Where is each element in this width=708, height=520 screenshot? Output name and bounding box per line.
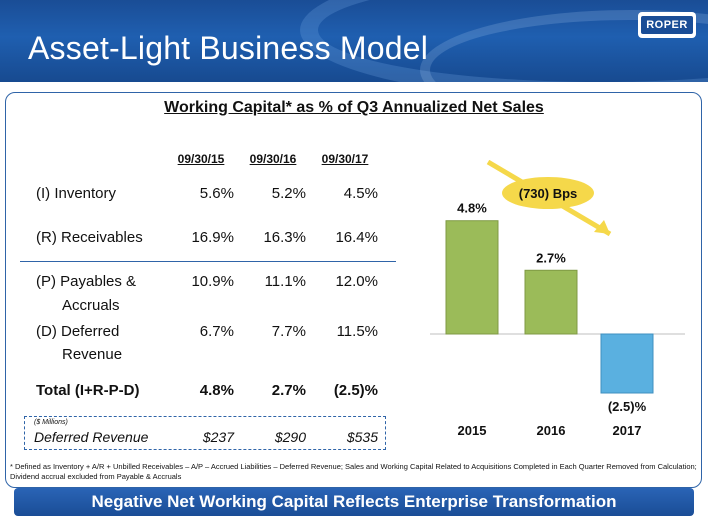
row-label-deferred: (D) Deferred [36, 323, 120, 340]
table-cell: 11.1% [264, 273, 306, 290]
table-cell: 5.2% [271, 185, 306, 202]
table-cell-total: 4.8% [199, 382, 234, 399]
table-title: Working Capital* as % of Q3 Annualized N… [164, 99, 544, 116]
millions-note: ($ Millions) [34, 419, 68, 426]
table-divider [20, 261, 396, 262]
footnote: * Defined as Inventory + A/R + Unbilled … [10, 462, 697, 481]
table-cell: 5.6% [199, 185, 234, 202]
content-panel [5, 92, 702, 488]
working-capital-bar-chart: 4.8% 2015 2.7% 2016 (2.5)% 2017 (730) Bps [430, 160, 685, 438]
header-banner: Asset-Light Business Model ROPER [0, 0, 708, 82]
table-cell: 16.9% [191, 229, 234, 246]
column-header: 09/30/17 [321, 152, 369, 166]
category-label: 2017 [613, 423, 642, 438]
row-label-receivables: (R) Receivables [36, 229, 143, 246]
bps-bubble [502, 177, 594, 209]
row-label-deferred-cont: Revenue [62, 346, 123, 363]
category-label: 2015 [458, 423, 487, 438]
column-header: 09/30/16 [249, 152, 297, 166]
deferred-revenue-label: Deferred Revenue [34, 429, 149, 445]
footer-text: Negative Net Working Capital Reflects En… [91, 492, 617, 511]
table-cell: 16.4% [335, 229, 378, 246]
bar-2017 [600, 333, 654, 394]
table-cell-total: 2.7% [271, 382, 306, 399]
bar-2015 [445, 220, 499, 335]
page-title: Asset-Light Business Model [28, 30, 429, 66]
footer-banner: Negative Net Working Capital Reflects En… [14, 488, 694, 516]
deferred-revenue-value: $535 [346, 429, 378, 445]
row-label-payables: (P) Payables & [36, 273, 137, 290]
deferred-revenue-value: $237 [202, 429, 234, 445]
table-cell: 7.7% [271, 323, 306, 340]
column-header: 09/30/15 [177, 152, 225, 166]
table-cell: 16.3% [263, 229, 306, 246]
deferred-revenue-box [24, 416, 386, 450]
data-label: 4.8% [457, 201, 487, 216]
logo-text: ROPER [641, 16, 693, 34]
data-label: (2.5)% [608, 399, 647, 414]
table-cell-total: (2.5)% [333, 382, 378, 399]
bar-2016 [524, 269, 578, 335]
table-cell: 12.0% [335, 273, 378, 290]
table-cell: 11.5% [336, 323, 378, 340]
table-cell: 10.9% [191, 273, 234, 290]
row-label-inventory: (I) Inventory [36, 185, 117, 202]
row-label-payables-cont: Accruals [62, 297, 120, 314]
bps-annotation: (730) Bps [519, 186, 578, 201]
table-cell: 4.5% [343, 185, 378, 202]
deferred-revenue-value: $290 [274, 429, 306, 445]
roper-logo: ROPER [638, 12, 696, 38]
category-label: 2016 [537, 423, 566, 438]
trend-arrow-head [594, 220, 610, 234]
table-cell: 6.7% [199, 323, 234, 340]
row-label-total: Total (I+R-P-D) [36, 382, 140, 399]
data-label: 2.7% [536, 250, 566, 265]
